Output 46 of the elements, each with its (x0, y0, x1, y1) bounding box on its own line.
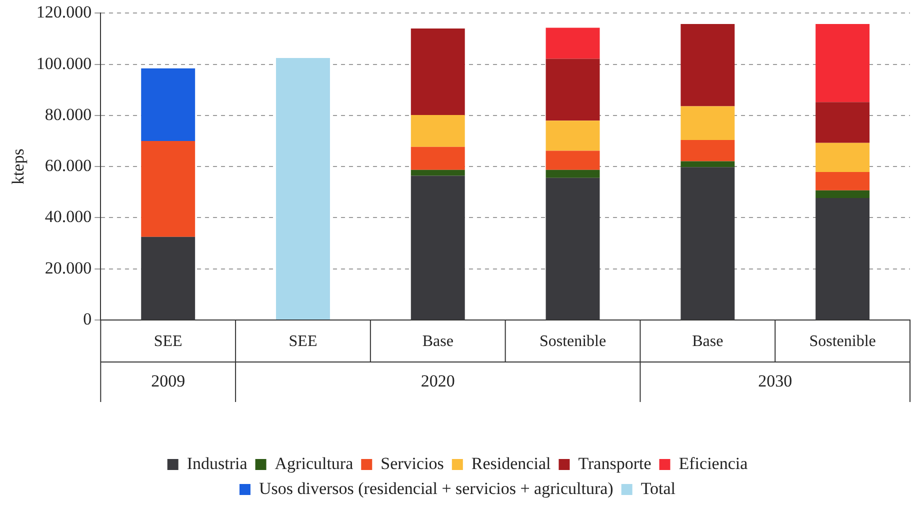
bar (816, 102, 870, 143)
legend-label: Servicios (380, 454, 444, 473)
text: 2030 (758, 371, 792, 390)
legend-label: Residencial (471, 454, 551, 473)
bar (546, 120, 600, 151)
legend-label: Transporte (578, 454, 652, 473)
y-axis-title: kteps (8, 148, 28, 185)
bar (816, 142, 870, 172)
text: 2009 (151, 371, 186, 390)
x-tick-label: Base (422, 332, 454, 350)
bar (410, 146, 465, 170)
bar (141, 141, 196, 237)
x-tick-label: SEE (288, 332, 318, 350)
y-tick-label: 40.000 (44, 207, 92, 226)
bar (410, 28, 465, 115)
bar (680, 140, 735, 162)
bar (816, 24, 870, 102)
legend-label: Total (640, 478, 676, 498)
y-tick-label: 80.000 (44, 104, 92, 124)
bar (141, 68, 196, 142)
y-tick-label: 100.000 (36, 54, 92, 73)
bar (276, 58, 330, 320)
y-tick-label: 60.000 (44, 156, 92, 176)
bar (816, 190, 870, 198)
legend-label: Agricultura (274, 454, 354, 473)
x-tick-label: Base (692, 332, 724, 350)
bar (546, 150, 600, 170)
bar (680, 24, 735, 106)
legend-label: Industria (186, 454, 248, 473)
x-tick-label: Sostenible (539, 332, 606, 350)
bar (410, 114, 465, 147)
x-tick-label: Sostenible (809, 332, 876, 350)
bar (546, 58, 600, 121)
bar (546, 170, 600, 178)
bar (816, 172, 870, 190)
y-tick-label: 0 (83, 309, 92, 328)
bar (410, 170, 465, 176)
bar (680, 161, 735, 168)
bar (546, 28, 600, 59)
x-tick-label: SEE (154, 332, 182, 350)
legend-label: Eficiencia (678, 454, 748, 473)
bar (680, 106, 735, 140)
y-tick-label: 120.000 (36, 2, 92, 22)
y-tick-label: 20.000 (44, 258, 92, 278)
legend-label: Usos diversos (residencial + servicios + agricultura) (258, 478, 614, 498)
text: 2020 (420, 371, 455, 390)
